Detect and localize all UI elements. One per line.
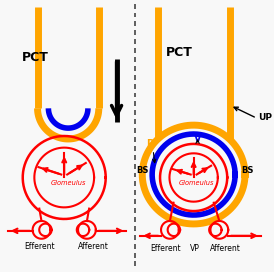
Text: PCT: PCT	[166, 46, 193, 59]
Text: PCT: PCT	[22, 51, 48, 64]
Text: V: V	[194, 134, 201, 144]
Text: Afferent: Afferent	[210, 244, 241, 253]
Text: UP: UP	[258, 113, 272, 122]
Text: BS: BS	[241, 166, 253, 175]
Text: BS: BS	[136, 166, 149, 175]
Text: Glomeulus: Glomeulus	[179, 180, 214, 186]
Text: Efferent: Efferent	[24, 242, 55, 251]
Text: Efferent: Efferent	[151, 244, 181, 253]
Text: Glomeulus: Glomeulus	[50, 180, 86, 186]
Text: VP: VP	[190, 244, 199, 253]
Text: Afferent: Afferent	[78, 242, 109, 251]
Text: P: P	[147, 139, 154, 149]
